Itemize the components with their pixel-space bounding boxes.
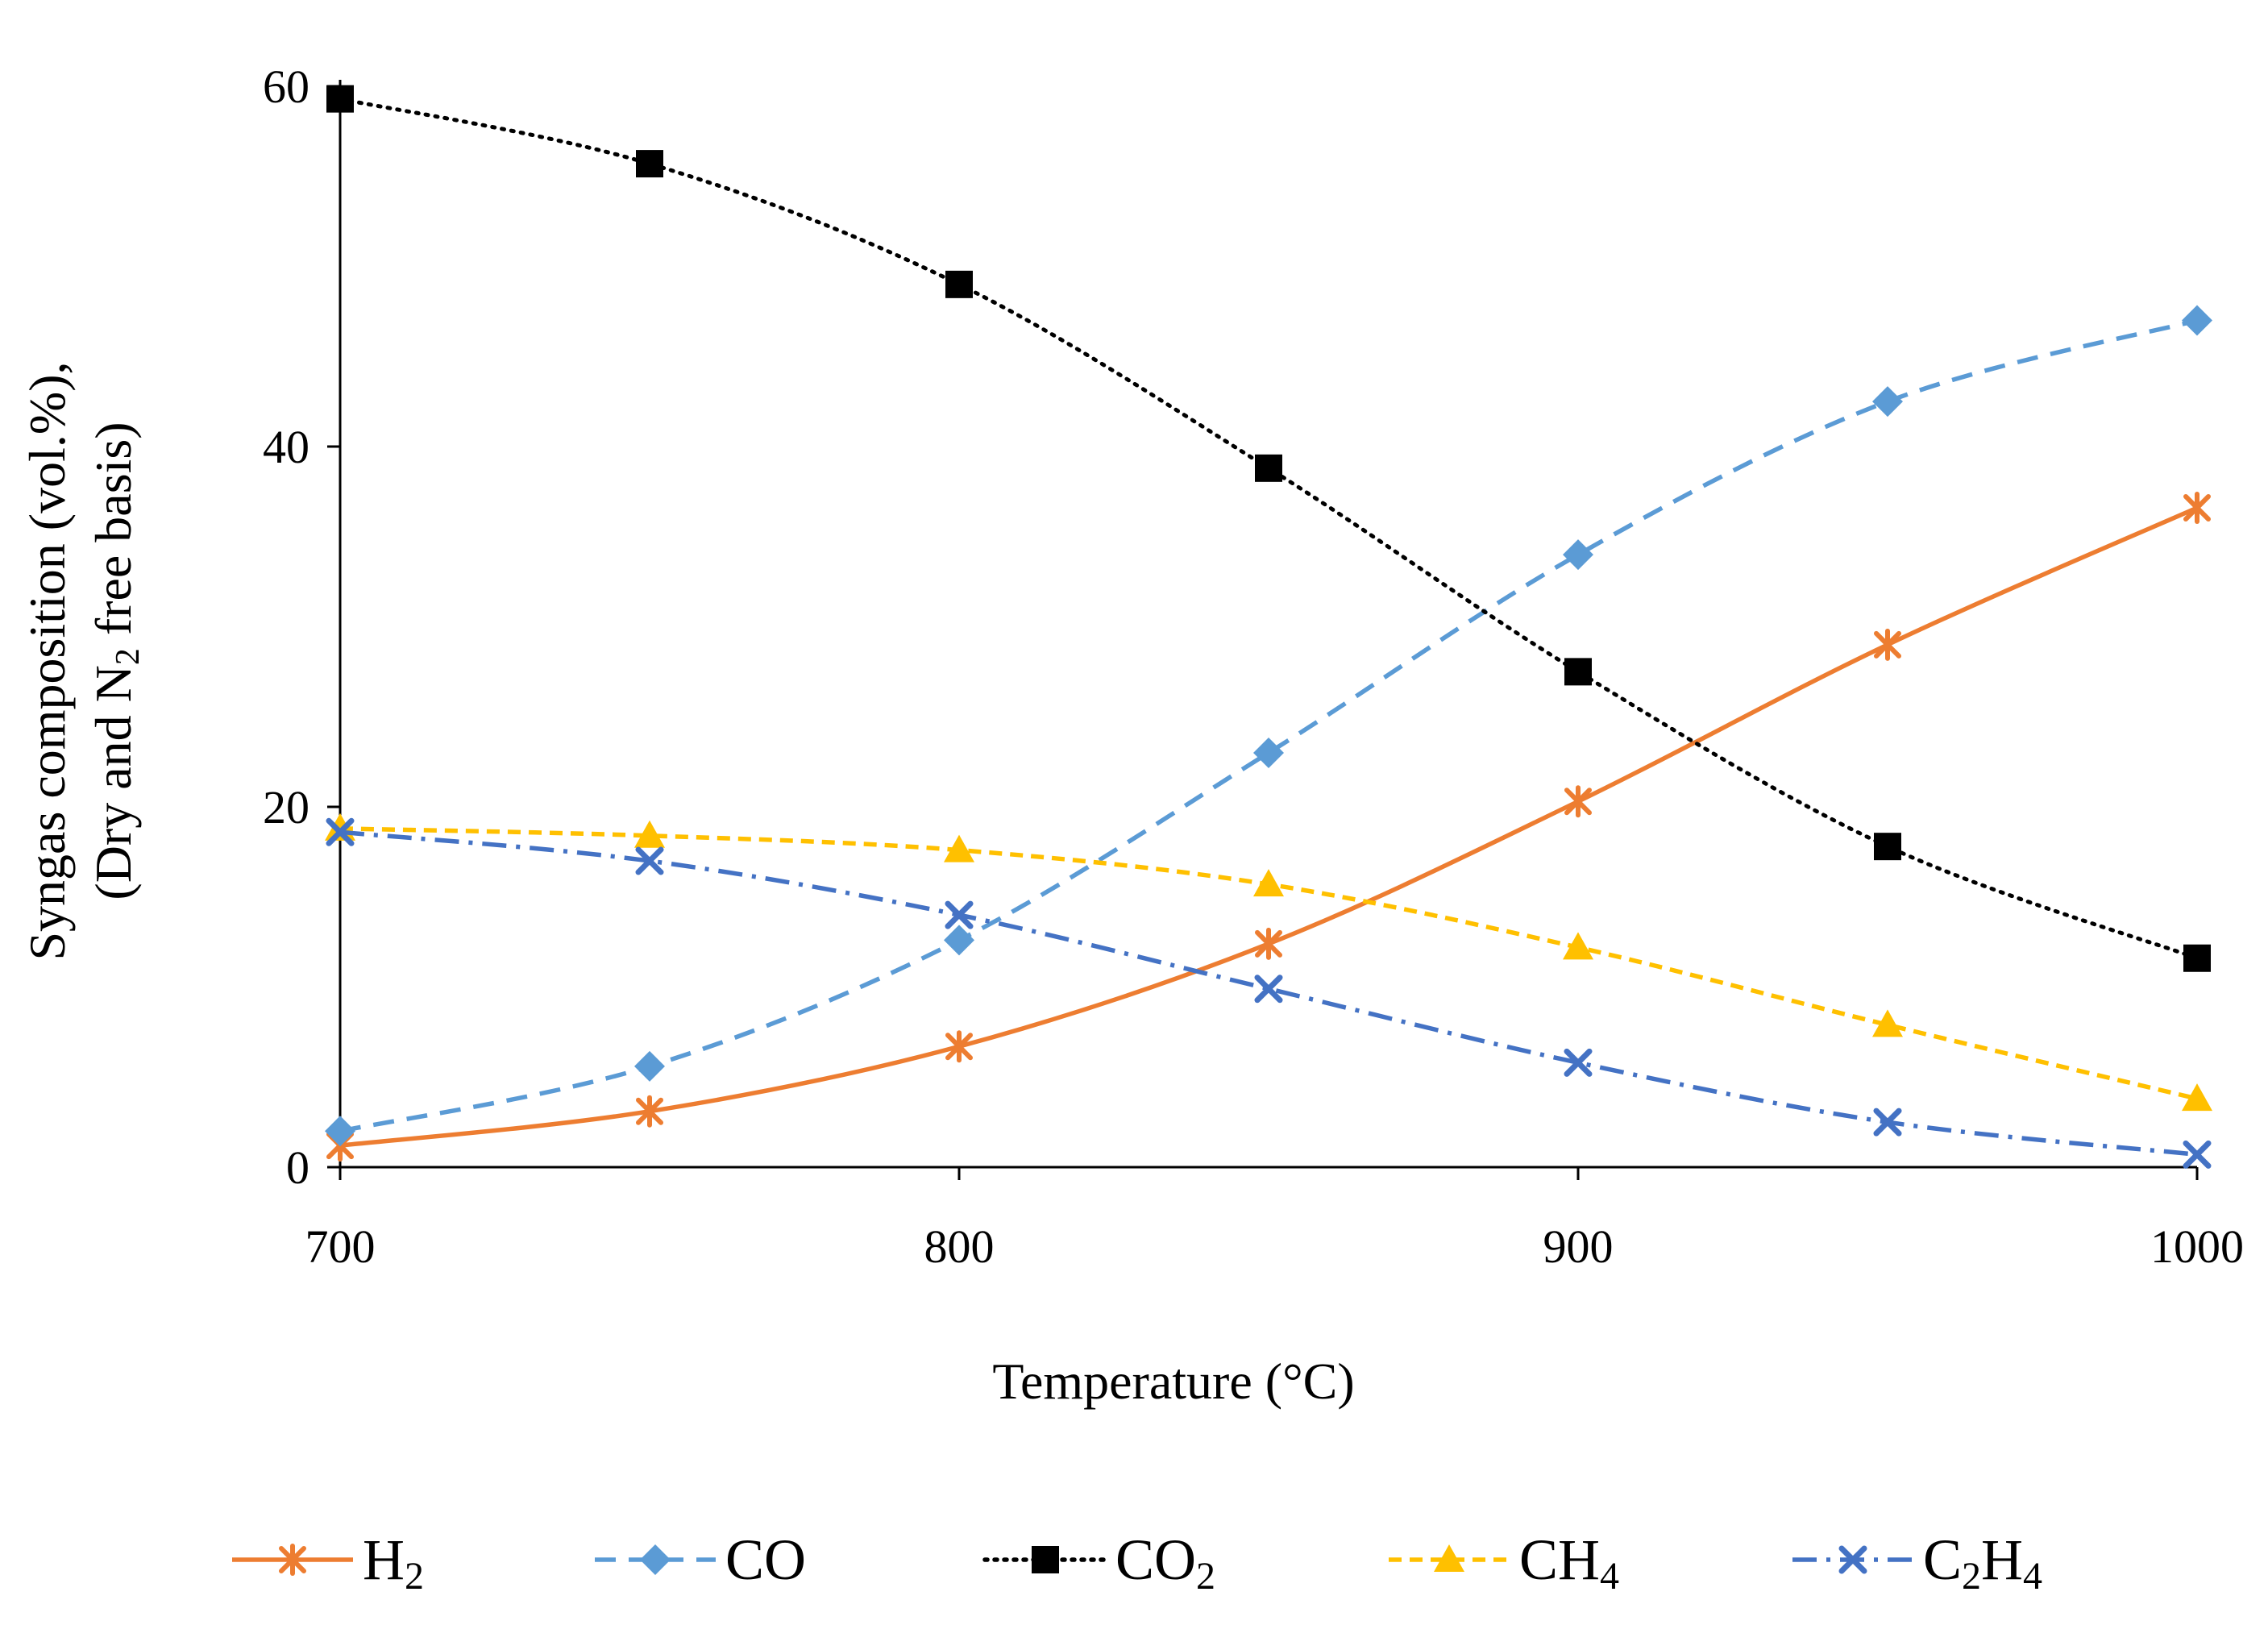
x-axis-title: Temperature (°C)	[992, 1353, 1354, 1410]
series-H2	[326, 491, 2211, 1162]
data-point-H2	[945, 1030, 973, 1063]
y-axis-title-line2: (Dry and N2 free basis)	[85, 422, 147, 900]
legend-label: C2H4	[1923, 1527, 2042, 1598]
series-line-H2	[339, 505, 2199, 1148]
legend-marker	[640, 1544, 671, 1575]
series-line-CO	[339, 318, 2198, 1133]
legend-marker	[1434, 1544, 1464, 1572]
legend-item-CO: CO	[595, 1527, 806, 1592]
y-tick-label: 40	[263, 421, 309, 473]
data-point-CO	[1872, 386, 1903, 418]
legend-label: CH4	[1519, 1527, 1619, 1598]
legend-label: CO	[725, 1527, 806, 1592]
data-point-C2H4	[1873, 1108, 1902, 1137]
series-CO2	[326, 85, 2211, 972]
data-point-CO2	[945, 270, 973, 298]
data-point-H2	[1255, 927, 1282, 960]
legend-item-CO2: CO2	[982, 1527, 1215, 1598]
y-axis-title-line2-suffix: free basis)	[85, 422, 142, 648]
x-tick-label: 900	[1543, 1220, 1614, 1273]
data-point-CO	[1253, 737, 1284, 768]
data-point-CO2	[1874, 833, 1901, 861]
data-point-C2H4	[1254, 975, 1283, 1004]
data-point-CH4	[1253, 869, 1284, 897]
y-axis-title-line2-sub: 2	[110, 648, 147, 665]
data-point-C2H4	[326, 817, 355, 846]
legend-marker	[279, 1544, 306, 1576]
data-point-CO	[634, 1050, 665, 1082]
data-point-CH4	[1872, 1009, 1903, 1037]
data-point-C2H4	[2183, 1140, 2212, 1169]
data-point-CH4	[634, 820, 665, 848]
data-point-C2H4	[1564, 1048, 1593, 1077]
legend-label: H2	[363, 1527, 424, 1598]
data-point-CO2	[1255, 454, 1282, 482]
data-point-CH4	[2182, 1083, 2212, 1112]
legend-item-H2: H2	[232, 1527, 424, 1598]
data-point-CO2	[326, 85, 354, 113]
tick-labels: 0 20 40 60 700 800 900 1000	[263, 60, 2244, 1273]
y-tick-label: 0	[286, 1141, 309, 1194]
y-tick-label: 20	[263, 781, 309, 833]
legend-label: CO2	[1115, 1527, 1215, 1598]
series-C2H4	[326, 817, 2212, 1169]
data-point-CO2	[2183, 944, 2211, 972]
data-point-C2H4	[635, 846, 664, 875]
data-point-CH4	[944, 834, 974, 862]
x-tick-label: 800	[924, 1220, 995, 1273]
y-axis-title-line2-prefix: (Dry and N	[85, 665, 142, 900]
data-point-CO	[2182, 305, 2212, 336]
data-point-H2	[2183, 491, 2211, 524]
y-tick-label: 60	[263, 60, 309, 113]
data-point-H2	[1874, 628, 1901, 661]
legend-marker	[1838, 1545, 1867, 1574]
legend-item-C2H4: C2H4	[1792, 1527, 2042, 1598]
data-point-H2	[1564, 785, 1592, 818]
data-point-H2	[636, 1095, 663, 1128]
legend-marker	[1032, 1546, 1059, 1573]
series-line-CO2	[338, 97, 2199, 961]
legend: H2 CO CO2 CH4 C2H4	[232, 1527, 2042, 1598]
y-axis-title-line1: Syngas composition (vol.%),	[19, 361, 76, 960]
legend-item-CH4: CH4	[1389, 1527, 1619, 1598]
x-tick-label: 700	[305, 1220, 376, 1273]
y-axis-title: Syngas composition (vol.%), (Dry and N2 …	[19, 361, 147, 960]
data-point-CO	[325, 1116, 355, 1147]
series-layer	[325, 85, 2212, 1169]
data-point-CO	[944, 925, 974, 956]
data-point-CH4	[1563, 932, 1593, 960]
series-CO	[325, 305, 2212, 1147]
series-CH4	[325, 812, 2212, 1112]
x-tick-label: 1000	[2150, 1220, 2244, 1273]
data-point-CO	[1563, 539, 1593, 571]
data-point-C2H4	[945, 900, 974, 929]
data-point-CO2	[1564, 658, 1592, 686]
data-point-CO2	[636, 150, 663, 178]
